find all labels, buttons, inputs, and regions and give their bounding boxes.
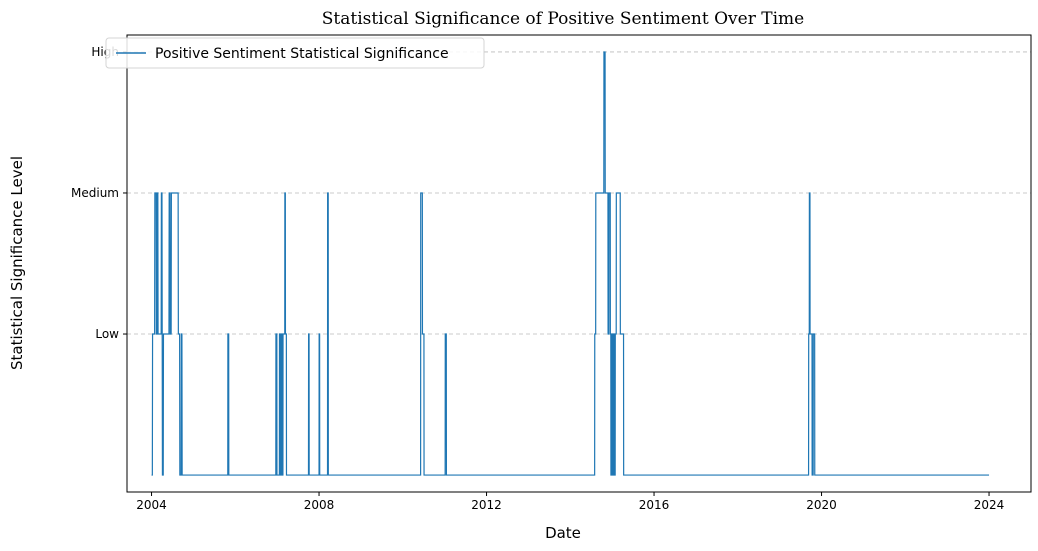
y-tick-label: Medium [71, 186, 119, 200]
x-tick-label: 2024 [974, 498, 1005, 512]
grid-lines [127, 51, 1031, 335]
y-axis-label: Statistical Significance Level [8, 156, 26, 370]
legend-entry-label: Positive Sentiment Statistical Significa… [155, 46, 449, 62]
y-tick-label: Low [95, 327, 119, 341]
x-tick-label: 2012 [471, 498, 502, 512]
legend: Positive Sentiment Statistical Significa… [105, 37, 485, 69]
series-line [151, 51, 990, 476]
plot-frame [126, 34, 1032, 493]
x-axis: 2004 2008 2012 2016 2020 2024 [136, 492, 1004, 512]
x-tick-label: 2020 [806, 498, 837, 512]
x-tick-label: 2008 [304, 498, 335, 512]
x-tick-label: 2016 [639, 498, 670, 512]
x-tick-label: 2004 [136, 498, 167, 512]
chart-title: Statistical Significance of Positive Sen… [322, 9, 804, 29]
x-axis-label: Date [545, 524, 581, 542]
series-layer [151, 51, 990, 476]
legend-frame [105, 37, 485, 69]
